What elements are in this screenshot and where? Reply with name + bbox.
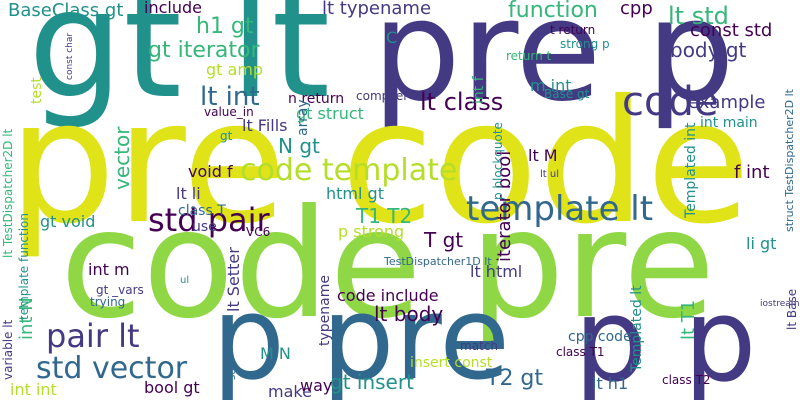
word-gt: gt	[220, 129, 233, 143]
word-std-vector: std vector	[36, 351, 188, 386]
word-gt-iterator: gt iterator	[148, 38, 260, 63]
word-gt-void: gt void	[40, 212, 96, 231]
word-array: array	[295, 99, 311, 136]
word-gt-struct: gt struct	[296, 104, 364, 123]
word-lt-li: lt li	[176, 184, 201, 203]
word-template-function: template function	[17, 212, 31, 320]
word-t-return: t return	[550, 23, 596, 37]
word-lt-html: lt html	[470, 262, 523, 281]
word-way: way	[300, 376, 333, 395]
word-vc6: VC6	[246, 225, 271, 239]
word-trying: trying	[90, 295, 126, 309]
word-p-blockquote: p blockquote	[491, 122, 505, 200]
word-cpp-code: cpp code	[568, 329, 632, 345]
word-example: example	[688, 92, 766, 113]
word-function: function	[508, 0, 598, 23]
word-html-gt: html gt	[326, 184, 384, 203]
word-code-template: code template	[240, 153, 458, 188]
word-variable-lt: variable lt	[1, 319, 15, 380]
word-lt-base: lt Base	[785, 288, 799, 330]
word-gt-amp: gt amp	[206, 60, 264, 79]
word-class-t: class T	[178, 203, 226, 219]
word-pre-code: pre code	[8, 64, 751, 262]
word-p-strong: p strong	[338, 222, 405, 241]
word-struct-testdispatcher2d: struct TestDispatcher2D lt	[783, 89, 796, 232]
word-int-f: int f	[471, 76, 487, 104]
word-lt-fills: lt Fills	[242, 116, 288, 135]
word-const-std: const std	[690, 20, 773, 41]
word-return-t: return t	[506, 49, 552, 63]
word-pre-p: pre p	[372, 0, 735, 133]
word-vector: vector	[110, 126, 134, 190]
word-make: make	[268, 382, 312, 400]
word-t-gt: T gt	[424, 228, 464, 252]
word-lt-body: lt body	[374, 302, 444, 326]
word-templated-lt: Templated lt	[629, 285, 645, 372]
word-c: C	[386, 28, 398, 47]
word-lt-h1: lt h1	[592, 374, 629, 393]
word-insert-const: insert const	[410, 355, 493, 371]
word-lt-std: lt std	[668, 2, 729, 30]
word-testdispatcher1d: TestDispatcher1D lt	[384, 255, 492, 268]
word-lt-class: lt class	[420, 88, 504, 116]
word-iostream-gt: iostream gt	[760, 299, 800, 309]
word-lt-m: lt M	[528, 146, 558, 165]
word-lt-typename: body gt	[670, 38, 747, 62]
word-baseclass-gt: include	[144, 0, 202, 17]
word-ul: ul	[180, 275, 190, 286]
word-li-gt: li gt	[746, 234, 777, 253]
word-class-t2: class T2	[662, 373, 711, 387]
word-bool-gt: bool gt	[144, 378, 200, 397]
word-typename: typename	[317, 275, 333, 346]
word-t2-gt: T2 gt	[486, 366, 544, 391]
word-templated-int: Templated int	[683, 122, 699, 218]
word-gt-vars: gt _vars	[96, 283, 144, 297]
word-int-main: int main	[700, 115, 758, 131]
word-value-in: value_in	[204, 105, 254, 119]
word-match: match	[460, 339, 498, 353]
word-std: std	[227, 364, 238, 380]
word-p-pre: p pre	[212, 272, 511, 400]
word-code: code	[622, 79, 719, 125]
word-cpp: cpp	[620, 0, 653, 19]
word-include: lt typename	[322, 0, 432, 19]
word-lt-ul: lt ul	[540, 169, 559, 180]
word-lt-setter: lt Setter	[224, 247, 243, 312]
word-lt-t1: lt T1	[678, 299, 699, 340]
word-std-pair: std pair	[148, 201, 270, 239]
word-test: test	[29, 77, 45, 104]
word-code-pre: code pre	[60, 178, 716, 352]
word-testdispatcher2d-lt: lt TestDispatcher2D lt	[1, 128, 15, 258]
word-compiler: compiler	[356, 89, 409, 103]
word-template-lt: template lt	[466, 189, 654, 229]
word-use: use	[192, 219, 217, 235]
word-m-n: M N	[260, 344, 291, 363]
word-lt-int: lt int	[200, 82, 260, 112]
word-gt-insert: gt insert	[330, 370, 414, 394]
word-const-char: const char	[65, 32, 75, 80]
word-pair-lt: pair lt	[46, 317, 140, 355]
word-strong-p: strong p	[560, 37, 610, 51]
word-p-p: p p	[574, 274, 757, 400]
word-int-int: int int	[10, 380, 57, 399]
word-h1-gt: h1 gt	[196, 14, 254, 39]
word-int-m: int m	[88, 260, 130, 279]
word-void-f: void f	[188, 162, 233, 181]
word-code-include: code include	[337, 286, 439, 305]
word-n-return: n return	[288, 91, 345, 107]
word-body-gt: BaseClass gt	[8, 0, 124, 21]
word-f-int: f int	[734, 162, 770, 183]
word-n-gt: N gt	[278, 134, 320, 158]
word-m-int: m int	[530, 76, 572, 95]
word-gt-lt: gt lt	[28, 0, 331, 132]
word-class-t1: class T1	[556, 345, 605, 359]
word-base-gt: Base gt	[544, 87, 590, 101]
word-t1-t2: T1 T2	[356, 204, 413, 228]
